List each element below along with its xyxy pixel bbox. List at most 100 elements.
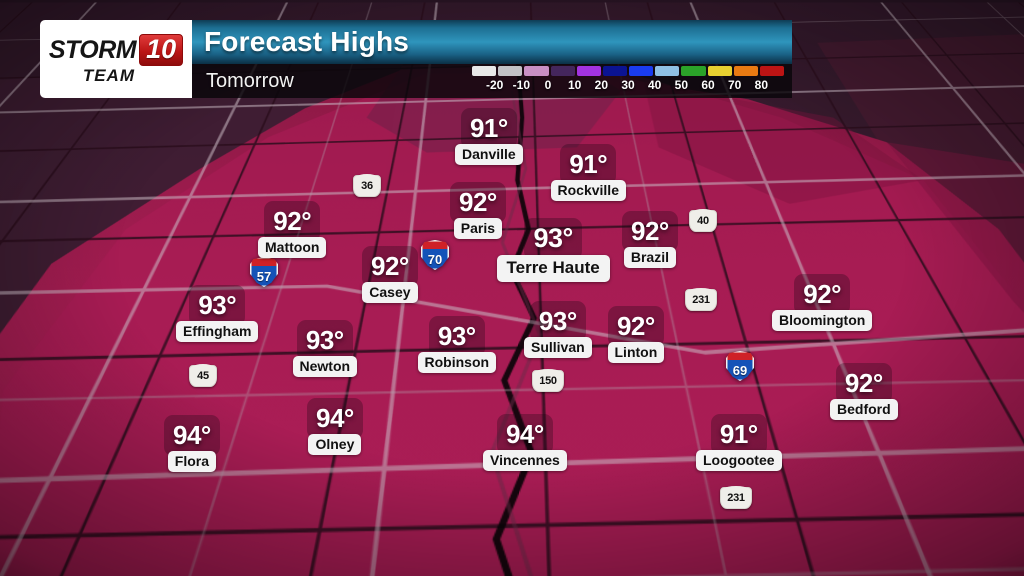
legend-swatch-0 xyxy=(472,66,497,76)
graphic-header: STORM 10 TEAM Forecast Highs Tomorrow -2… xyxy=(40,20,792,98)
shield-number: 69 xyxy=(732,363,748,378)
city-name-label: Bloomington xyxy=(772,310,873,331)
temperature-value: 91° xyxy=(560,144,617,185)
city-forecast-mattoon: 92° Mattoon xyxy=(258,201,327,258)
legend-tick-30: 30 xyxy=(621,78,635,92)
shield-number: 70 xyxy=(427,252,443,267)
city-forecast-newton: 93° Newton xyxy=(292,320,358,377)
city-forecast-linton: 92° Linton xyxy=(607,306,665,363)
legend-swatch-6 xyxy=(629,66,654,76)
us-route-shield-231: 231 xyxy=(685,288,717,311)
city-name-label: Loogootee xyxy=(696,450,782,471)
legend-tick-labels: -20 -10 0 10 20 30 40 50 60 70 80 xyxy=(472,77,784,97)
legend-tick--20: -20 xyxy=(485,78,504,92)
city-name-label: Olney xyxy=(308,434,362,455)
temperature-value: 93° xyxy=(524,218,582,260)
city-forecast-loogootee: 91° Loogootee xyxy=(696,414,782,471)
title-bar: Forecast Highs xyxy=(192,20,792,64)
logo-channel-number: 10 xyxy=(139,34,184,66)
city-name-label: Effingham xyxy=(176,321,259,342)
city-name-label: Robinson xyxy=(417,352,497,373)
temperature-color-legend: -20 -10 0 10 20 30 40 50 60 70 80 xyxy=(472,66,785,98)
city-forecast-olney: 94° Olney xyxy=(307,398,363,455)
city-name-label: Casey xyxy=(362,282,418,303)
temperature-value: 92° xyxy=(362,246,418,287)
city-forecast-sullivan: 93° Sullivan xyxy=(524,301,592,358)
legend-swatch-11 xyxy=(759,66,785,76)
legend-swatch-9 xyxy=(707,66,732,76)
shield-number: 57 xyxy=(256,269,272,284)
temperature-value: 92° xyxy=(607,306,664,347)
temperature-value: 93° xyxy=(189,285,246,326)
legend-swatch-2 xyxy=(524,66,549,76)
legend-swatch-5 xyxy=(602,66,628,76)
legend-tick-70: 70 xyxy=(727,78,742,92)
temperature-value: 94° xyxy=(307,398,363,439)
city-name-label: Terre Haute xyxy=(496,255,610,282)
us-route-shield-40: 40 xyxy=(689,209,717,232)
temperature-value: 92° xyxy=(835,363,892,404)
interstate-shield-70: 70 xyxy=(421,240,449,270)
city-forecast-terre-haute: 93° Terre Haute xyxy=(496,218,610,282)
legend-tick--10: -10 xyxy=(512,78,530,92)
city-name-label: Brazil xyxy=(623,247,676,268)
city-name-label: Bedford xyxy=(830,399,898,420)
temperature-value: 91° xyxy=(710,414,767,455)
legend-swatch-1 xyxy=(498,66,523,76)
temperature-value: 93° xyxy=(428,316,485,357)
legend-tick-40: 40 xyxy=(647,78,662,92)
legend-swatch-10 xyxy=(733,66,758,76)
temperature-value: 94° xyxy=(164,415,220,456)
city-forecast-effingham: 93° Effingham xyxy=(176,285,259,342)
city-forecast-robinson: 93° Robinson xyxy=(417,316,497,373)
legend-swatch-4 xyxy=(576,66,601,76)
legend-swatch-3 xyxy=(550,66,575,76)
temperature-value: 92° xyxy=(264,201,321,242)
shield-number: 231 xyxy=(692,294,710,306)
legend-swatch-7 xyxy=(655,66,680,76)
shield-number: 231 xyxy=(727,492,745,504)
temperature-value: 93° xyxy=(529,301,586,342)
city-name-label: Linton xyxy=(607,342,665,363)
city-name-label: Flora xyxy=(167,451,217,472)
logo-storm-text: STORM xyxy=(48,35,137,64)
legend-tick-50: 50 xyxy=(674,78,689,92)
forecast-period-label: Tomorrow xyxy=(206,69,294,92)
city-name-label: Newton xyxy=(292,356,358,377)
city-name-label: Rockville xyxy=(550,180,626,201)
legend-swatches xyxy=(472,66,785,76)
city-name-label: Vincennes xyxy=(483,450,567,471)
page-title: Forecast Highs xyxy=(204,26,410,57)
us-route-shield-36: 36 xyxy=(353,174,381,197)
legend-tick-80: 80 xyxy=(754,78,769,92)
temperature-value: 92° xyxy=(622,211,678,252)
legend-tick-0: 0 xyxy=(544,78,552,92)
storm-team-10-logo: STORM 10 TEAM xyxy=(40,20,192,98)
city-forecast-danville: 91° Danville xyxy=(455,108,523,165)
city-name-label: Mattoon xyxy=(258,237,327,258)
city-name-label: Danville xyxy=(455,144,523,165)
temperature-value: 94° xyxy=(496,414,553,455)
city-forecast-casey: 92° Casey xyxy=(362,246,418,303)
shield-number: 36 xyxy=(361,180,373,192)
temperature-value: 92° xyxy=(450,182,506,223)
city-forecast-bedford: 92° Bedford xyxy=(830,363,898,420)
legend-swatch-8 xyxy=(681,66,706,76)
city-forecast-rockville: 91° Rockville xyxy=(550,144,626,201)
temperature-value: 93° xyxy=(296,320,353,361)
logo-team-text: TEAM xyxy=(82,66,135,85)
legend-tick-60: 60 xyxy=(701,78,715,92)
shield-number: 150 xyxy=(539,375,557,387)
interstate-shield-57: 57 xyxy=(250,257,278,287)
subtitle-bar: Tomorrow -20 -10 0 10 20 30 40 50 60 70 80 xyxy=(192,64,792,98)
us-route-shield-45: 45 xyxy=(189,364,217,387)
city-forecast-brazil: 92° Brazil xyxy=(622,211,678,268)
us-route-shield-150: 150 xyxy=(532,369,564,392)
city-forecast-bloomington: 92° Bloomington xyxy=(772,274,873,331)
us-route-shield-231: 231 xyxy=(720,486,752,509)
legend-tick-10: 10 xyxy=(567,78,582,92)
city-forecast-flora: 94° Flora xyxy=(164,415,220,472)
shield-number: 45 xyxy=(197,370,209,382)
city-name-label: Sullivan xyxy=(524,337,592,358)
